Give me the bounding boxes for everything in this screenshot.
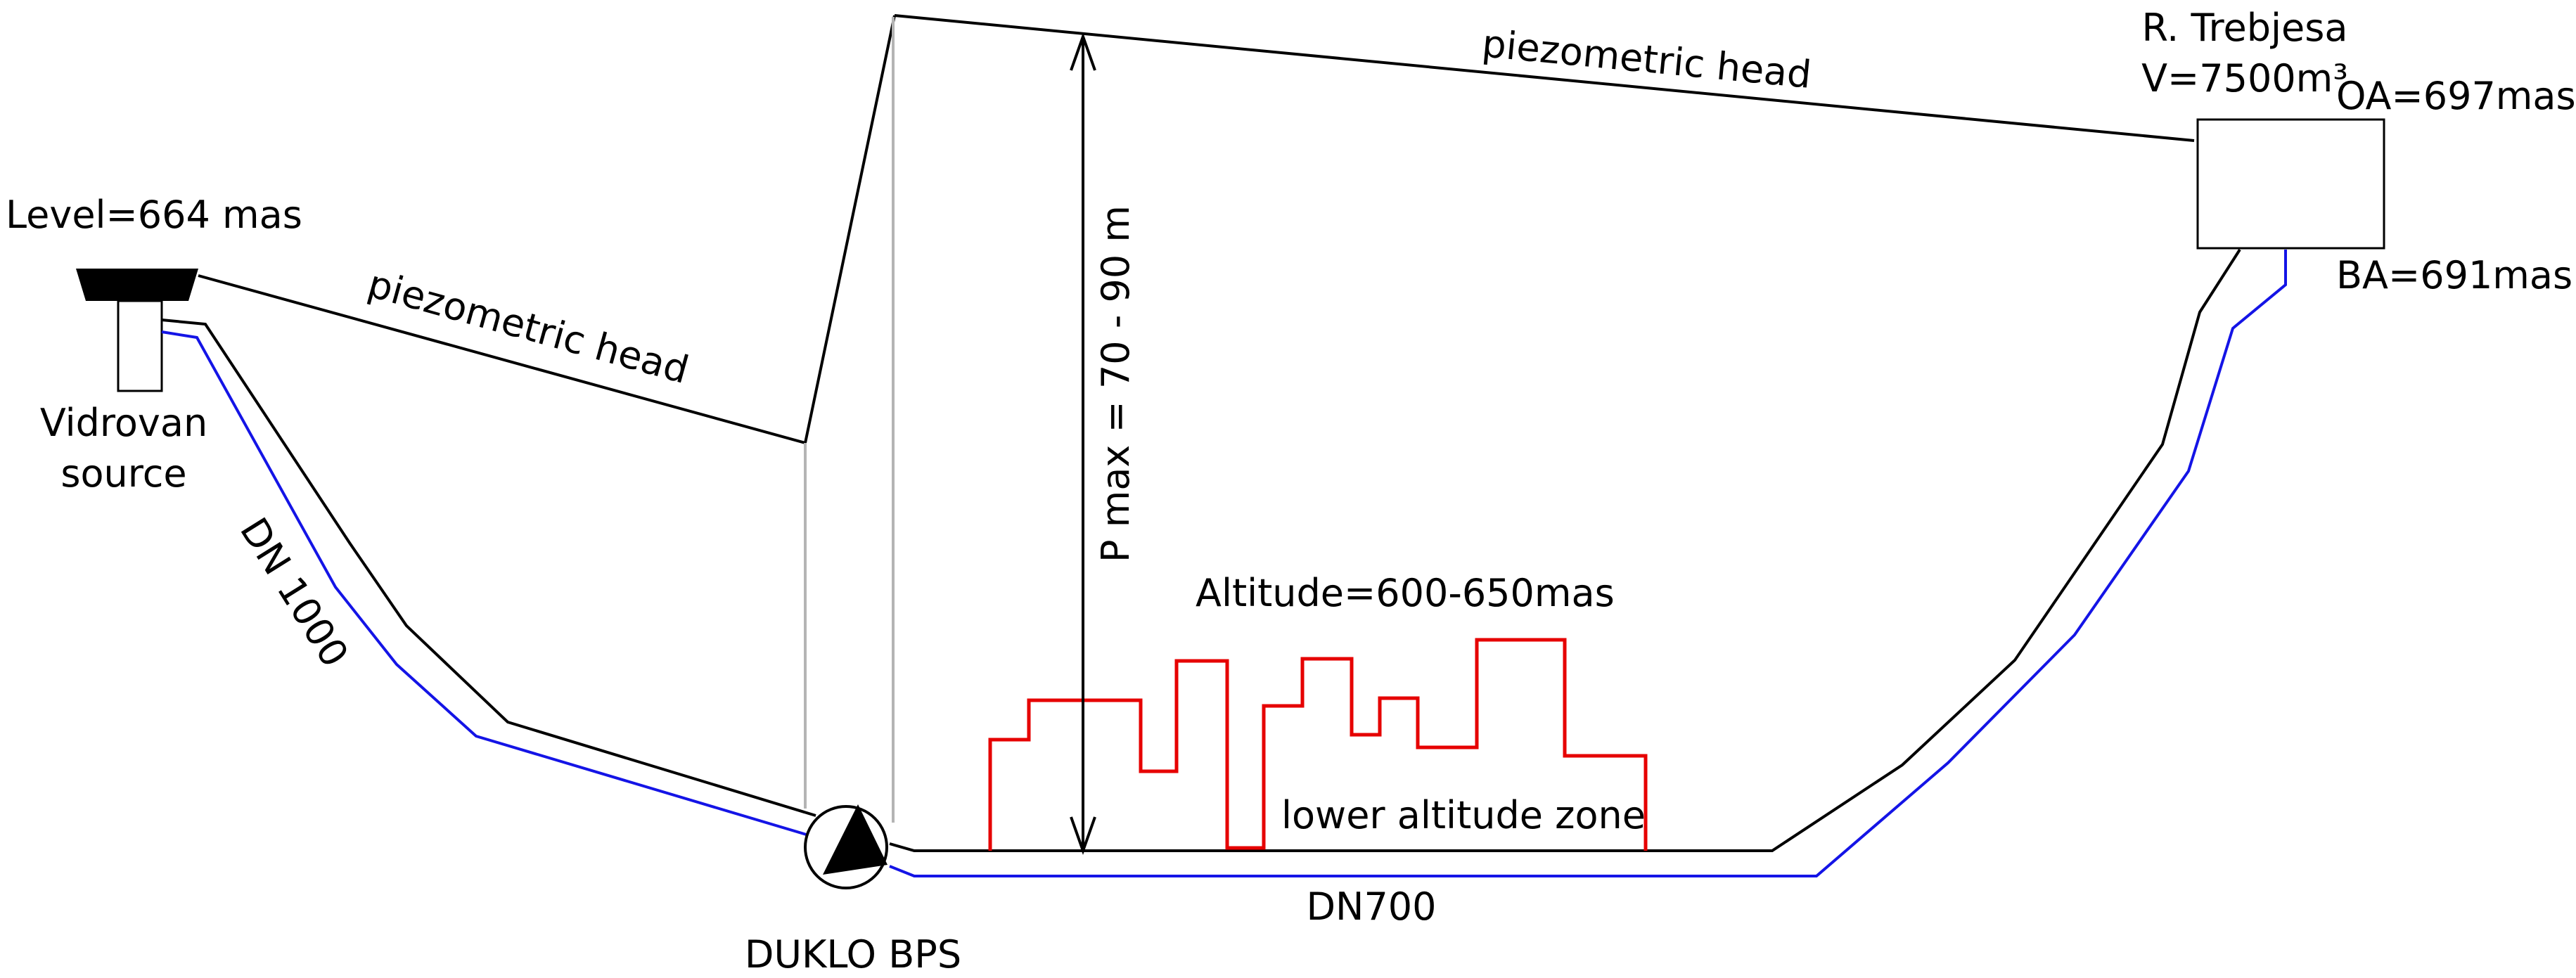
piezometric-line-left: [198, 274, 806, 444]
dn1000-pipe-black: [161, 319, 816, 817]
reservoir-volume: V=7500m³: [2141, 56, 2348, 101]
arrow-up-icon: [1070, 32, 1096, 71]
dn700-pipe-black: [889, 248, 2241, 852]
arrow-down-icon: [1070, 816, 1096, 855]
altitude-buildings-outline: [988, 638, 1648, 851]
reservoir-oa-label: OA=697mas: [2336, 74, 2576, 118]
piezometric-head-label-left: piezometric head: [364, 262, 694, 392]
dn700-label: DN700: [1306, 884, 1436, 929]
pressure-label: P max = 70 - 90 m: [1094, 205, 1138, 562]
reservoir-ba-label: BA=691mas: [2336, 253, 2572, 297]
dn700-pipe-blue: [889, 250, 2287, 877]
piezometric-head-label-right: piezometric head: [1480, 21, 1814, 97]
pump-icon: [804, 804, 888, 889]
reservoir-box: [2196, 118, 2385, 250]
piezometric-line-right: [894, 14, 2195, 142]
pump-station-name: DUKLO BPS: [745, 932, 961, 977]
piezometric-line-rise: [804, 15, 896, 444]
reservoir-name: R. Trebjesa: [2142, 6, 2348, 50]
source-name-line2: source: [60, 451, 186, 496]
source-tank-icon: [76, 269, 198, 301]
source-box: [117, 300, 163, 392]
dn1000-pipe-blue: [161, 330, 809, 837]
source-level-label: Level=664 mas: [6, 193, 302, 237]
lower-zone-label: lower altitude zone: [1281, 793, 1646, 837]
source-name-line1: Vidrovan: [40, 401, 207, 445]
altitude-label: Altitude=600-650mas: [1196, 571, 1615, 615]
